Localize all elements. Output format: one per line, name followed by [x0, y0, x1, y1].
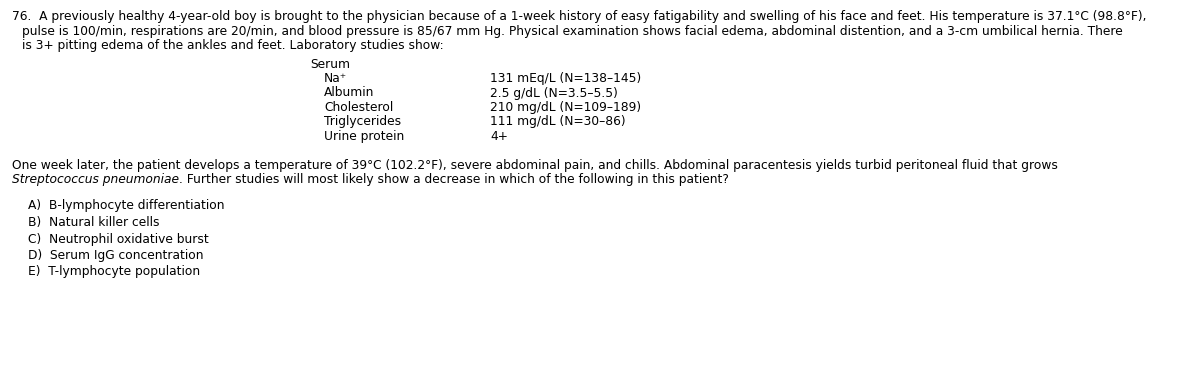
Text: C)  Neutrophil oxidative burst: C) Neutrophil oxidative burst: [28, 233, 209, 246]
Text: is 3+ pitting edema of the ankles and feet. Laboratory studies show:: is 3+ pitting edema of the ankles and fe…: [22, 39, 444, 52]
Text: A)  B-lymphocyte differentiation: A) B-lymphocyte differentiation: [28, 200, 224, 212]
Text: 4+: 4+: [490, 130, 508, 143]
Text: 131 mEq/L (N=138–145): 131 mEq/L (N=138–145): [490, 72, 641, 85]
Text: Albumin: Albumin: [324, 87, 374, 100]
Text: B)  Natural killer cells: B) Natural killer cells: [28, 216, 160, 229]
Text: Streptococcus pneumoniae: Streptococcus pneumoniae: [12, 173, 179, 186]
Text: 111 mg/dL (N=30–86): 111 mg/dL (N=30–86): [490, 115, 625, 128]
Text: 76.  A previously healthy 4-year-old boy is brought to the physician because of : 76. A previously healthy 4-year-old boy …: [12, 10, 1146, 23]
Text: Cholesterol: Cholesterol: [324, 101, 394, 114]
Text: Serum: Serum: [310, 58, 350, 70]
Text: D)  Serum IgG concentration: D) Serum IgG concentration: [28, 249, 204, 262]
Text: 210 mg/dL (N=109–189): 210 mg/dL (N=109–189): [490, 101, 641, 114]
Text: . Further studies will most likely show a decrease in which of the following in : . Further studies will most likely show …: [179, 173, 728, 186]
Text: E)  T-lymphocyte population: E) T-lymphocyte population: [28, 265, 200, 278]
Text: Triglycerides: Triglycerides: [324, 115, 401, 128]
Text: 2.5 g/dL (N=3.5–5.5): 2.5 g/dL (N=3.5–5.5): [490, 87, 618, 100]
Text: Urine protein: Urine protein: [324, 130, 404, 143]
Text: pulse is 100/min, respirations are 20/min, and blood pressure is 85/67 mm Hg. Ph: pulse is 100/min, respirations are 20/mi…: [22, 24, 1123, 38]
Text: Na⁺: Na⁺: [324, 72, 347, 85]
Text: One week later, the patient develops a temperature of 39°C (102.2°F), severe abd: One week later, the patient develops a t…: [12, 158, 1058, 172]
